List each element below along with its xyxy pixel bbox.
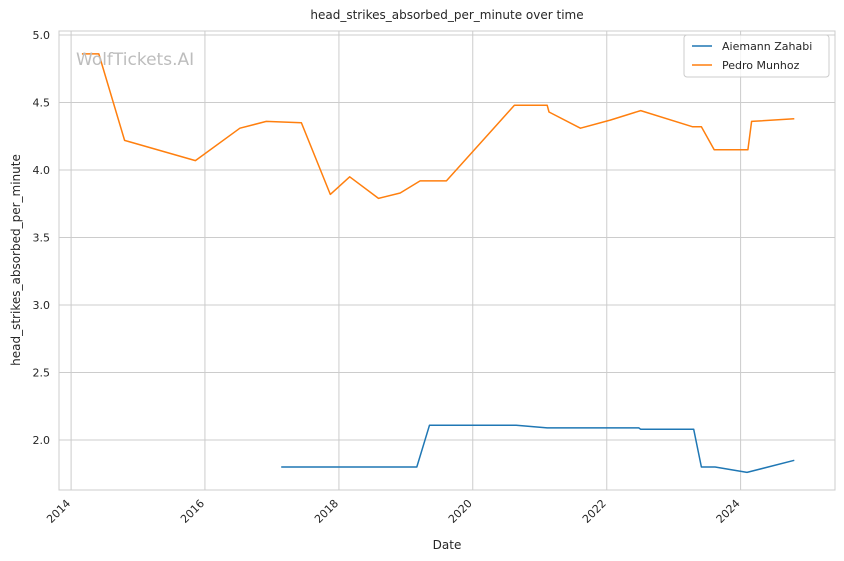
y-tick-label: 4.5 xyxy=(33,97,51,110)
y-tick-label: 4.0 xyxy=(33,164,51,177)
y-axis-title: head_strikes_absorbed_per_minute xyxy=(9,154,23,366)
series-line-zahabi xyxy=(281,424,795,474)
y-tick-label: 3.0 xyxy=(33,299,51,312)
legend-frame xyxy=(683,34,830,78)
legend-label-zahabi: Aiemann Zahabi xyxy=(722,40,812,53)
y-tick-label: 5.0 xyxy=(33,29,51,42)
watermark-text: WolfTickets.AI xyxy=(76,50,194,70)
chart-title: head_strikes_absorbed_per_minute over ti… xyxy=(310,8,583,22)
x-axis-title: Date xyxy=(433,538,462,552)
y-tick-label: 2.5 xyxy=(33,367,51,380)
series-line-munhoz xyxy=(81,53,795,200)
legend: Aiemann Zahabi Pedro Munhoz xyxy=(683,34,830,78)
y-tick-label: 3.5 xyxy=(33,232,51,245)
legend-label-munhoz: Pedro Munhoz xyxy=(722,59,800,72)
y-tick-label: 2.0 xyxy=(33,434,51,447)
axes-frame xyxy=(58,30,836,491)
